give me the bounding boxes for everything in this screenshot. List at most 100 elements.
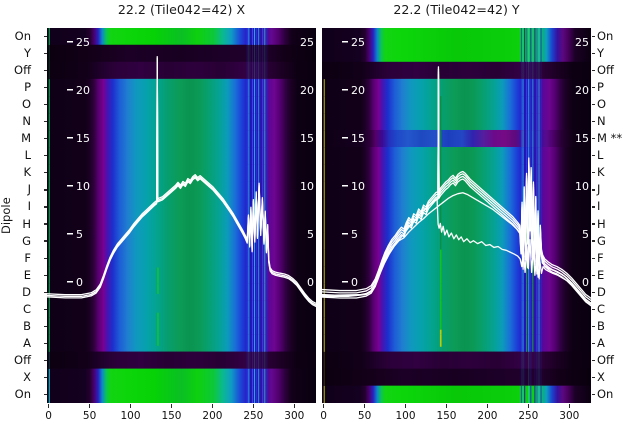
panel-title-x: 22.2 (Tile042=42) X [117,2,246,17]
heatmap-panel-y [322,28,591,403]
x-axis-tick-label: 300 [284,410,305,422]
x-axis-tick [252,404,254,408]
x-axis-tick-label: 100 [120,410,141,422]
row-tick-left [43,274,47,276]
row-tick-right [591,155,595,157]
row-tick-left [43,223,47,225]
row-tick-right [591,206,595,208]
dipole-label-left: I [27,199,31,214]
row-tick-left [43,291,47,293]
row-tick-left [43,342,47,344]
x-axis-tick-label: 300 [559,410,580,422]
row-tick-right [591,87,595,89]
row-tick-left [43,87,47,89]
x-axis-tick [170,404,173,408]
dipole-label-left: Off [14,352,31,367]
dipole-label-right: On [597,29,614,44]
dipole-label-right: I [597,199,601,214]
row-tick-right [591,70,595,72]
dipole-label-right: N [597,114,606,129]
row-tick-left [43,325,47,327]
x-axis-tick-label: 250 [518,410,539,422]
dipole-label-left: K [23,165,31,180]
x-axis-tick-label: 200 [477,410,498,422]
row-tick-left [43,155,47,157]
x-axis-tick-label: 0 [45,410,52,422]
row-tick-left [43,257,47,259]
row-tick-left [43,308,47,310]
dipole-label-left: C [22,301,31,316]
dipole-label-left: L [24,148,31,163]
dipole-label-right: C [597,301,606,316]
row-tick-right [591,291,595,293]
row-tick-left [43,35,47,38]
x-axis-tick [211,404,213,408]
dipole-label-left: E [23,267,31,282]
dipole-label-left: H [22,216,31,231]
dipole-label-left: A [23,335,31,350]
dipole-label-right: Y [597,46,605,61]
dipole-label-left: X [23,369,31,384]
dipole-label-left: F [24,250,31,265]
row-tick-left [43,104,47,106]
row-tick-left [43,138,47,140]
row-tick-right [591,342,595,344]
dipole-label-left: Y [23,46,31,61]
row-tick-right [591,393,595,396]
row-tick-left [43,121,47,123]
row-tick-right [591,35,595,38]
heatmap-panel-x [47,28,316,403]
dipole-label-left: B [23,318,31,333]
dipole-label-right: Off [597,352,614,367]
row-tick-right [591,376,595,379]
dipole-label-left: N [22,114,31,129]
x-axis-tick-label: 50 [357,410,372,422]
row-tick-left [43,206,47,208]
row-tick-left [43,172,47,174]
dipole-label-right: M ** [597,131,623,146]
x-axis-tick-label: 100 [395,410,416,422]
x-axis-tick [527,404,529,408]
row-tick-right [591,172,595,174]
dipole-label-left: Off [14,63,31,78]
dipole-label-right: L [597,148,604,163]
dipole-label-left: On [14,386,31,401]
row-tick-left [43,189,47,191]
row-tick-right [591,52,595,55]
dipole-label-left: On [14,29,31,44]
x-axis-tick [363,404,366,408]
row-tick-left [43,393,47,396]
x-axis-tick-label: 200 [202,410,223,422]
panel-title-y: 22.2 (Tile042=42) Y [393,2,520,17]
row-tick-right [591,359,595,361]
row-tick-right [591,240,595,242]
dipole-label-right: P [597,80,604,95]
dipole-label-left: G [22,233,31,248]
dipole-label-right: O [597,97,607,112]
x-axis-tick-label: 250 [243,410,264,422]
x-axis-tick-label: 0 [320,410,327,422]
dipole-label-right: D [597,284,606,299]
x-axis-tick-label: 150 [436,410,457,422]
x-axis-tick [486,404,488,408]
x-axis-tick-label: 50 [82,410,97,422]
dipole-label-right: E [597,267,605,282]
dipole-label-right: H [597,216,606,231]
dipole-label-left: P [24,80,31,95]
x-axis-tick [323,404,325,408]
x-axis-tick [48,404,50,408]
row-tick-right [591,308,595,310]
dipole-label-right: A [597,335,605,350]
x-axis-tick [445,404,448,408]
row-tick-right [591,104,595,106]
x-axis-tick [129,404,132,408]
dipole-label-left: J [27,182,31,197]
dipole-label-right: X [597,369,605,384]
row-tick-right [591,257,595,259]
dipole-label-right: G [597,233,606,248]
row-tick-right [591,189,595,191]
x-axis-tick [568,404,570,408]
dipole-label-right: F [597,250,604,265]
dipole-label-left: D [22,284,31,299]
